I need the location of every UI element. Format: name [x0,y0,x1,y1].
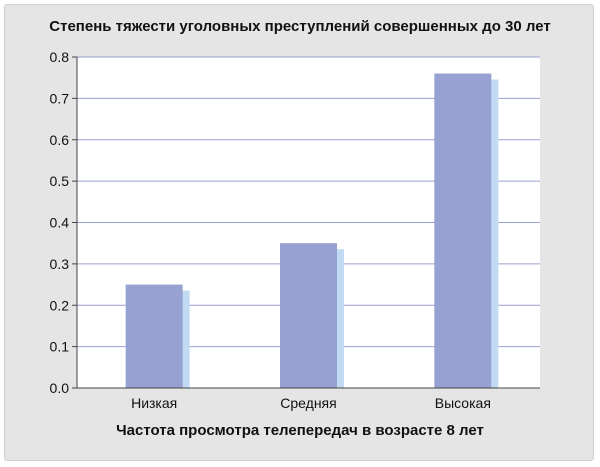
bar [434,73,492,389]
y-tick-label: 0.8 [50,49,70,65]
y-tick-label: 0.3 [50,256,70,272]
y-tick-label: 0.4 [50,215,70,231]
axes [76,57,540,389]
x-tick-labels: Низкая Средняя Высокая [131,395,491,411]
x-tick-label: Средняя [280,395,336,411]
x-axis-label: Частота просмотра телепередач в возрасте… [116,422,484,439]
y-tick-label: 0.5 [50,173,70,189]
y-tick-label: 0.0 [50,380,70,396]
y-tick-labels: 0.0 0.1 0.2 0.3 0.4 0.5 0.6 0.7 0.8 [50,49,70,396]
chart-title: Степень тяжести уголовных преступлений с… [49,18,551,35]
y-tick-label: 0.1 [50,339,70,355]
bar [125,284,183,388]
x-tick-label: Высокая [435,395,491,411]
y-tick-label: 0.2 [50,297,70,313]
bar [280,243,337,388]
y-tick-label: 0.7 [50,90,70,106]
bars [125,73,499,389]
x-tick-label: Низкая [131,395,177,411]
y-tick-label: 0.6 [50,132,70,148]
